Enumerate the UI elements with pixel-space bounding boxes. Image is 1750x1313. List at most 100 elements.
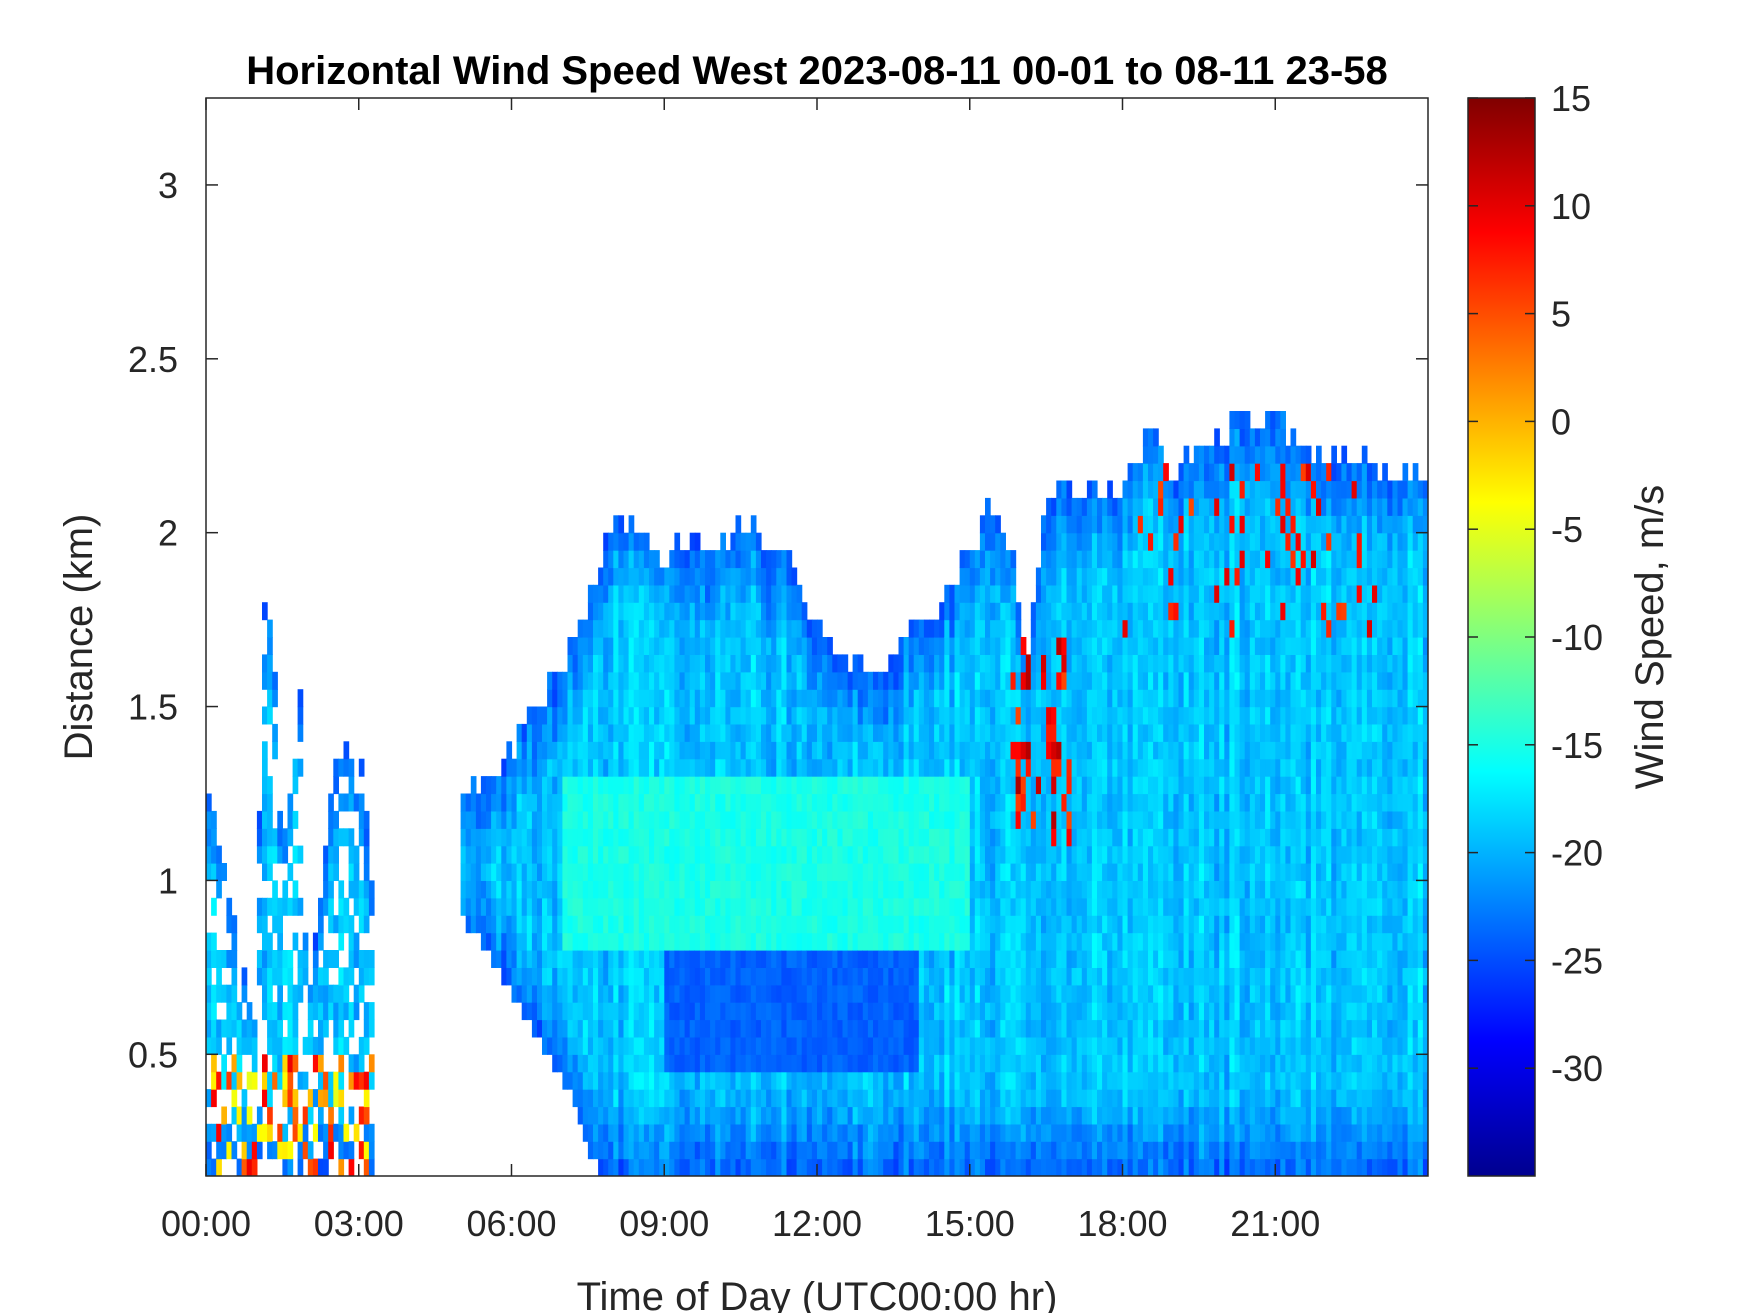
heatmap-cell [659, 1089, 665, 1108]
heatmap-cell [781, 915, 788, 934]
heatmap-cell [923, 1071, 930, 1090]
heatmap-cell [618, 515, 625, 534]
heatmap-cell [659, 602, 665, 621]
heatmap-cell [715, 863, 721, 881]
heatmap-cell [817, 845, 823, 864]
heatmap-cell [552, 915, 558, 934]
heatmap-cell [638, 654, 645, 673]
heatmap-cell [302, 1141, 309, 1160]
heatmap-cell [949, 897, 956, 916]
heatmap-cell [918, 689, 925, 708]
heatmap-cell [934, 1054, 940, 1073]
heatmap-cell [664, 689, 670, 708]
heatmap-cell [593, 950, 599, 968]
heatmap-cell [694, 932, 701, 951]
heatmap-cell [1030, 1089, 1037, 1108]
heatmap-cell [343, 1123, 350, 1142]
heatmap-cell [1000, 984, 1006, 1003]
heatmap-cell [338, 1141, 345, 1160]
heatmap-cell [817, 1002, 823, 1021]
heatmap-cell [1153, 1106, 1159, 1125]
heatmap-cell [857, 810, 864, 829]
heatmap-cell [267, 863, 273, 881]
heatmap-cell [705, 1036, 711, 1055]
heatmap-cell [623, 567, 630, 586]
heatmap-cell [822, 1141, 828, 1160]
heatmap-cell [755, 1036, 762, 1055]
heatmap-cell [608, 1019, 614, 1038]
heatmap-cell [710, 567, 716, 586]
heatmap-cell [506, 950, 513, 968]
heatmap-cell [302, 1071, 309, 1090]
heatmap-cell [893, 950, 900, 968]
heatmap-cell [766, 758, 772, 777]
heatmap-cell [725, 863, 732, 881]
heatmap-cell [898, 741, 905, 760]
heatmap-cell [898, 897, 905, 916]
heatmap-cell [1051, 1089, 1057, 1108]
heatmap-cell [287, 897, 294, 916]
heatmap-cell [531, 758, 538, 777]
heatmap-cell [282, 1071, 289, 1090]
heatmap-cell [628, 897, 635, 916]
heatmap-cell [659, 671, 665, 690]
heatmap-cell [674, 915, 681, 934]
heatmap-cell [628, 515, 635, 534]
heatmap-cell [918, 950, 925, 968]
heatmap-cell [964, 1106, 971, 1125]
heatmap-cell [593, 637, 599, 655]
heatmap-cell [1142, 584, 1149, 603]
heatmap-cell [811, 880, 818, 899]
heatmap-cell [974, 984, 981, 1003]
heatmap-cell [715, 1071, 721, 1090]
heatmap-cell [521, 845, 528, 864]
heatmap-cell [679, 967, 686, 986]
heatmap-cell [506, 897, 513, 916]
heatmap-cell [475, 793, 482, 812]
heatmap-cell [506, 915, 513, 934]
heatmap-cell [582, 1054, 589, 1073]
heatmap-cell [1041, 1002, 1047, 1021]
heatmap-cell [979, 550, 986, 569]
heatmap-cell [1107, 984, 1113, 1003]
heatmap-cell [1132, 1054, 1139, 1073]
heatmap-cell [796, 776, 803, 795]
heatmap-cell [990, 758, 996, 777]
heatmap-cell [593, 845, 599, 864]
heatmap-cell [577, 793, 584, 812]
heatmap-cell [1127, 915, 1134, 934]
heatmap-cell [1046, 863, 1052, 881]
heatmap-cell [720, 828, 726, 847]
heatmap-cell [1117, 984, 1124, 1003]
heatmap-cell [659, 619, 665, 638]
heatmap-cell [740, 602, 747, 621]
heatmap-cell [857, 689, 864, 708]
heatmap-cell [475, 810, 482, 829]
heatmap-cell [1148, 463, 1154, 482]
heatmap-cell [496, 810, 502, 829]
heatmap-cell [480, 810, 487, 829]
heatmap-cell [598, 637, 604, 655]
heatmap-cell [1127, 863, 1134, 881]
heatmap-cell [333, 828, 339, 847]
heatmap-cell [1005, 1019, 1012, 1038]
heatmap-cell [593, 1054, 599, 1073]
heatmap-cell [929, 967, 935, 986]
heatmap-cell [297, 897, 304, 916]
heatmap-cell [1158, 654, 1164, 673]
heatmap-cell [847, 1123, 854, 1142]
heatmap-cell [745, 758, 752, 777]
heatmap-cell [526, 897, 533, 916]
heatmap-cell [1056, 567, 1062, 586]
heatmap-cell [1005, 1158, 1012, 1176]
heatmap-cell [949, 776, 956, 795]
heatmap-cell [847, 1141, 854, 1160]
heatmap-cell [593, 863, 599, 881]
heatmap-cell [842, 810, 849, 829]
heatmap-cell [287, 810, 294, 829]
heatmap-cell [674, 741, 681, 760]
heatmap-cell [1132, 515, 1139, 534]
heatmap-cell [694, 550, 701, 569]
heatmap-cell [939, 602, 945, 621]
heatmap-cell [348, 1054, 355, 1073]
